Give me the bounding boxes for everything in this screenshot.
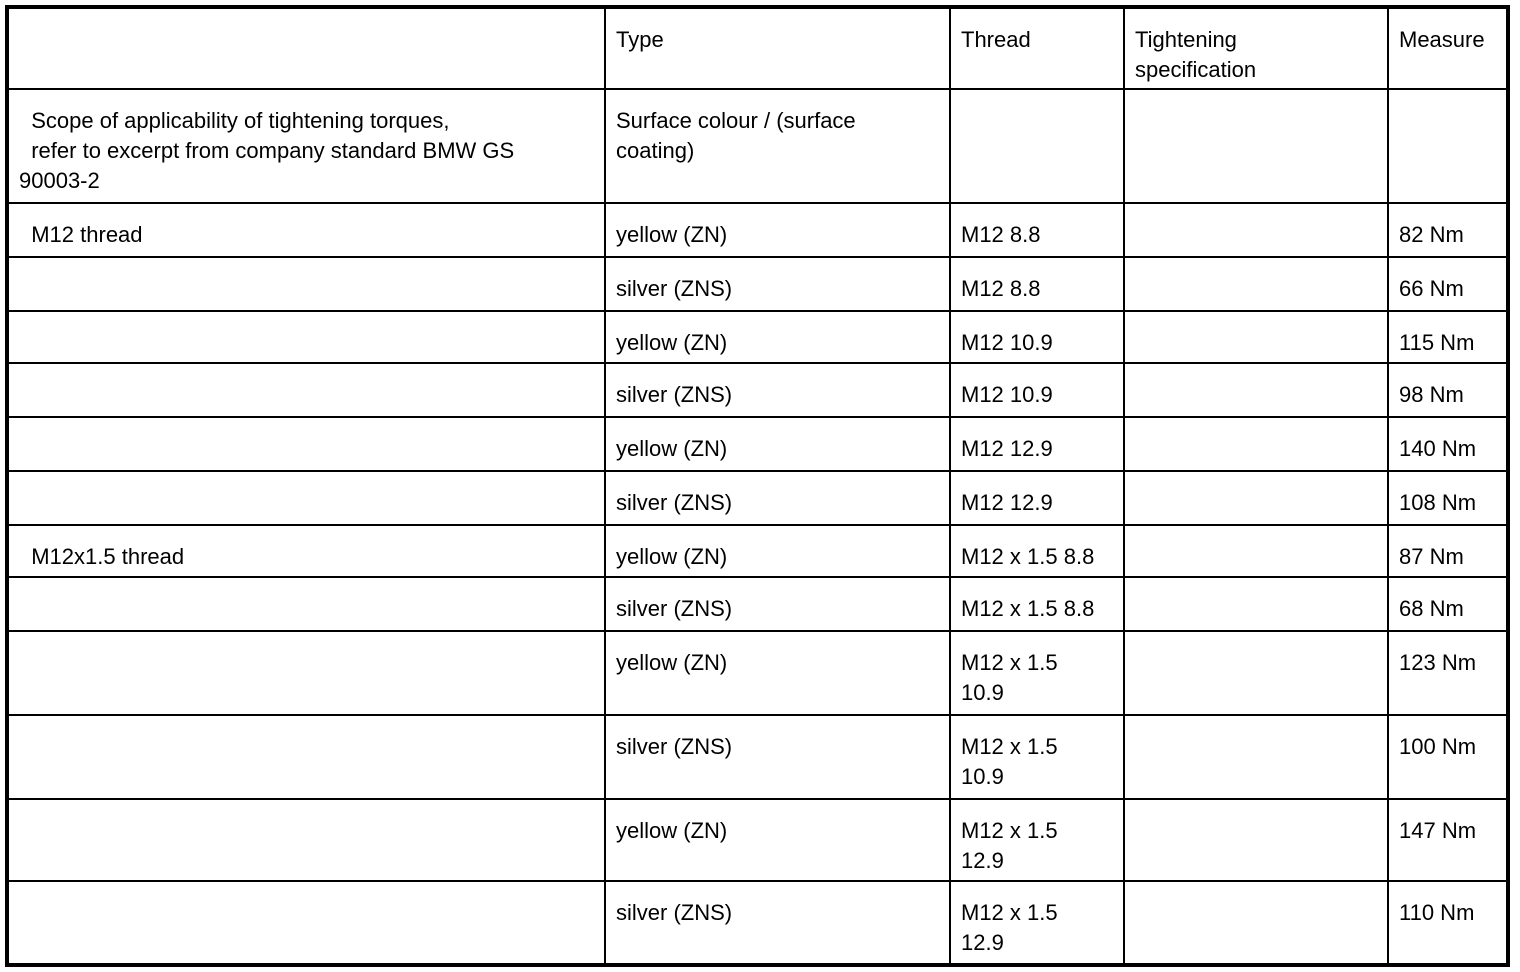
table-row: yellow (ZN) M12 x 1.5 10.9 123 Nm [6,630,1509,716]
cell-measure: 147 Nm [1387,798,1509,882]
cell-thread: M12 x 1.5 12.9 [949,798,1125,882]
table-row: silver (ZNS) M12 x 1.5 10.9 100 Nm [6,714,1509,800]
cell-measure: 123 Nm [1387,630,1509,716]
table-row: silver (ZNS) M12 8.8 66 Nm [6,256,1509,312]
cell-tightening-specification [1123,256,1389,312]
cell-type: yellow (ZN) [604,524,951,578]
cell-thread: M12 12.9 [949,470,1125,526]
cell-tightening-specification [1123,576,1389,632]
cell-tightening-specification [1123,714,1389,800]
cell-tightening-specification [1123,880,1389,966]
header-tightening-specification: Tightening specification [1123,6,1389,90]
table-row: yellow (ZN) M12 x 1.5 12.9 147 Nm [6,798,1509,882]
cell-scope [6,362,606,418]
cell-thread: M12 x 1.5 8.8 [949,576,1125,632]
cell-type: yellow (ZN) [604,310,951,364]
cell-tightening-specification [1123,798,1389,882]
cell-scope [6,880,606,966]
cell-tightening-specification [1123,362,1389,418]
cell-type: yellow (ZN) [604,798,951,882]
cell-measure: 110 Nm [1387,880,1509,966]
cell-scope [6,798,606,882]
cell-scope [6,256,606,312]
cell-thread: M12 12.9 [949,416,1125,472]
table-row: silver (ZNS) M12 12.9 108 Nm [6,470,1509,526]
cell-thread: M12 x 1.5 12.9 [949,880,1125,966]
table-row: Scope of applicability of tightening tor… [6,88,1509,204]
cell-scope: Scope of applicability of tightening tor… [6,88,606,204]
cell-type: silver (ZNS) [604,714,951,800]
cell-thread: M12 x 1.5 8.8 [949,524,1125,578]
cell-scope [6,630,606,716]
cell-type: Surface colour / (surface coating) [604,88,951,204]
cell-measure: 66 Nm [1387,256,1509,312]
cell-tightening-specification [1123,416,1389,472]
cell-tightening-specification [1123,202,1389,258]
cell-measure: 87 Nm [1387,524,1509,578]
cell-tightening-specification [1123,310,1389,364]
table-row: yellow (ZN) M12 12.9 140 Nm [6,416,1509,472]
cell-type: silver (ZNS) [604,362,951,418]
cell-scope [6,416,606,472]
cell-tightening-specification [1123,470,1389,526]
cell-thread [949,88,1125,204]
cell-tightening-specification [1123,524,1389,578]
cell-measure: 108 Nm [1387,470,1509,526]
cell-type: silver (ZNS) [604,256,951,312]
cell-scope: M12x1.5 thread [6,524,606,578]
cell-thread: M12 10.9 [949,310,1125,364]
cell-thread: M12 x 1.5 10.9 [949,630,1125,716]
table-row: M12x1.5 thread yellow (ZN) M12 x 1.5 8.8 87… [6,524,1509,578]
cell-type: silver (ZNS) [604,470,951,526]
cell-scope [6,714,606,800]
cell-type: yellow (ZN) [604,416,951,472]
tightening-torque-table: Type Thread Tightening specification Measur… [5,5,1510,967]
cell-type: yellow (ZN) [604,202,951,258]
table-row: silver (ZNS) M12 x 1.5 12.9 110 Nm [6,880,1509,966]
cell-type: silver (ZNS) [604,576,951,632]
cell-measure: 115 Nm [1387,310,1509,364]
cell-measure: 82 Nm [1387,202,1509,258]
cell-tightening-specification [1123,88,1389,204]
cell-measure [1387,88,1509,204]
table-row: silver (ZNS) M12 10.9 98 Nm [6,362,1509,418]
cell-measure: 140 Nm [1387,416,1509,472]
cell-measure: 98 Nm [1387,362,1509,418]
cell-thread: M12 8.8 [949,202,1125,258]
table-row: M12 thread yellow (ZN) M12 8.8 82 Nm [6,202,1509,258]
cell-thread: M12 x 1.5 10.9 [949,714,1125,800]
table-row: yellow (ZN) M12 10.9 115 Nm [6,310,1509,364]
header-thread: Thread [949,6,1125,90]
header-row: Type Thread Tightening specification Measur… [6,6,1509,90]
table-row: silver (ZNS) M12 x 1.5 8.8 68 Nm [6,576,1509,632]
cell-scope [6,576,606,632]
cell-tightening-specification [1123,630,1389,716]
header-measure: Measure [1387,6,1509,90]
cell-measure: 68 Nm [1387,576,1509,632]
cell-scope [6,310,606,364]
cell-type: silver (ZNS) [604,880,951,966]
cell-thread: M12 10.9 [949,362,1125,418]
header-type: Type [604,6,951,90]
cell-scope [6,470,606,526]
cell-thread: M12 8.8 [949,256,1125,312]
cell-type: yellow (ZN) [604,630,951,716]
header-scope [6,6,606,90]
cell-scope: M12 thread [6,202,606,258]
cell-measure: 100 Nm [1387,714,1509,800]
